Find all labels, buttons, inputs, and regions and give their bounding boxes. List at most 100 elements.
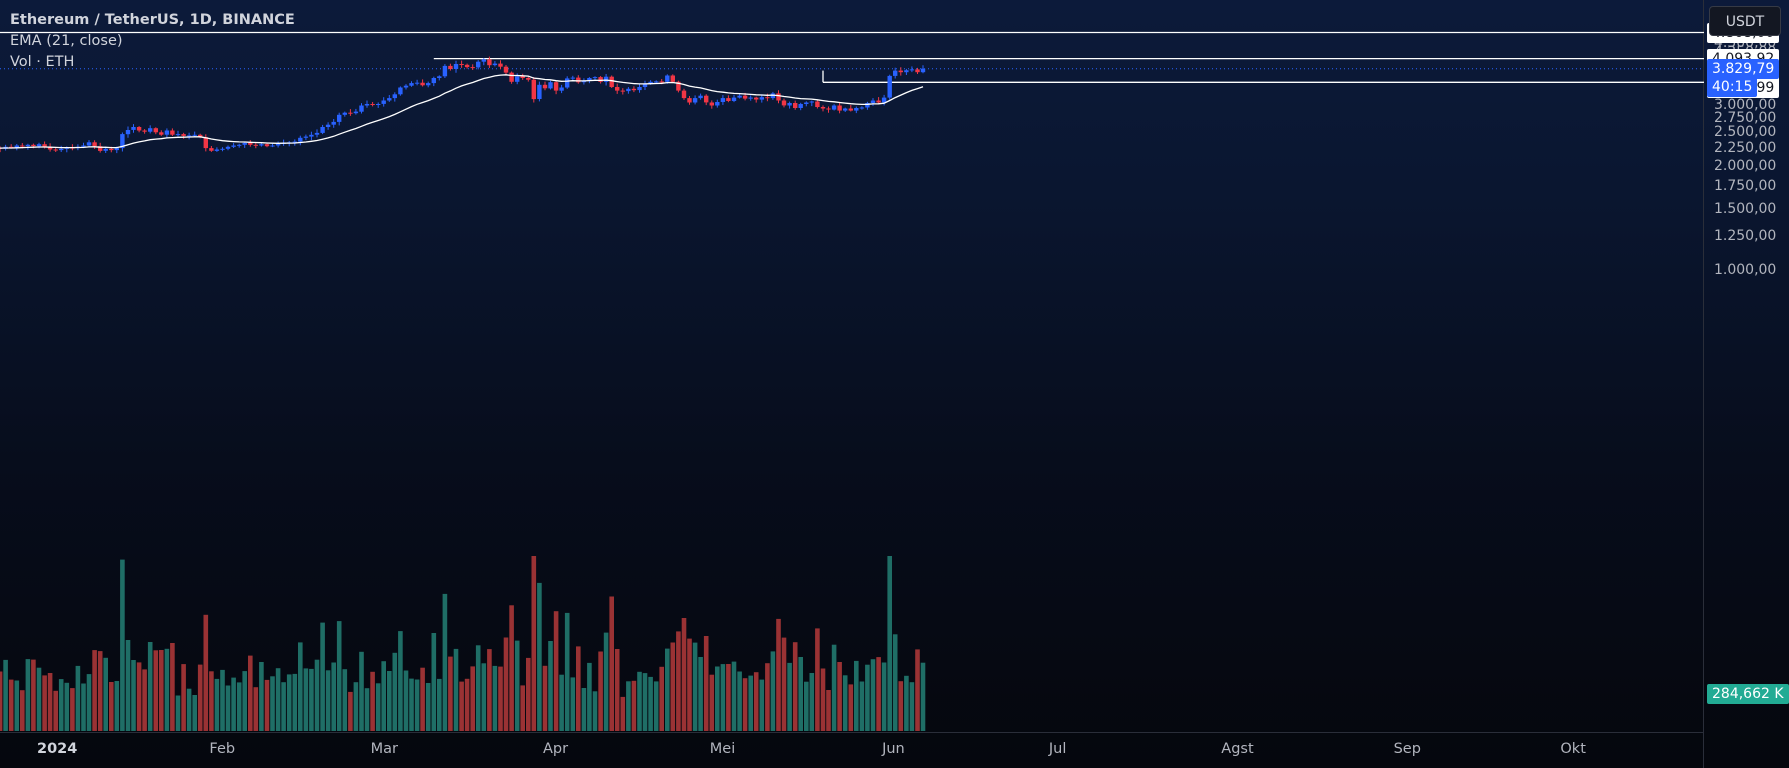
volume-bar bbox=[753, 672, 759, 731]
volume-bar bbox=[520, 685, 525, 731]
volume-bar bbox=[303, 668, 309, 731]
candle-body bbox=[915, 69, 920, 73]
volume-bar bbox=[270, 676, 275, 731]
volume-bar bbox=[709, 674, 715, 731]
candle-body bbox=[376, 104, 381, 105]
candle-body bbox=[548, 82, 553, 89]
candle-body bbox=[692, 98, 698, 103]
candle-body bbox=[542, 84, 548, 89]
volume-indicator-label[interactable]: Vol · ETH bbox=[10, 54, 75, 70]
volume-bar bbox=[703, 636, 709, 731]
candle-body bbox=[670, 75, 675, 82]
candle-body bbox=[665, 75, 670, 82]
candle-body bbox=[520, 76, 525, 78]
candle-body bbox=[848, 108, 853, 111]
volume-bar bbox=[748, 675, 753, 731]
volume-tag: 284,662 K bbox=[1707, 684, 1789, 704]
candle-body bbox=[42, 144, 47, 147]
volume-bar bbox=[570, 677, 576, 731]
volume-bar bbox=[692, 642, 698, 731]
candle-body bbox=[231, 145, 236, 147]
candle-body bbox=[59, 148, 64, 151]
currency-button[interactable]: USDT bbox=[1709, 6, 1781, 36]
volume-bar bbox=[698, 657, 703, 731]
x-tick-label: Agst bbox=[1221, 741, 1254, 757]
candle-body bbox=[381, 100, 386, 104]
volume-bar bbox=[153, 650, 159, 731]
volume-bar bbox=[253, 687, 259, 731]
volume-bar bbox=[631, 680, 637, 731]
candle-body bbox=[270, 145, 275, 147]
chart-legend: Ethereum / TetherUS, 1D, BINANCE EMA (21… bbox=[10, 10, 295, 73]
volume-bar bbox=[498, 666, 503, 731]
candle-body bbox=[198, 134, 203, 138]
candle-body bbox=[876, 100, 881, 103]
volume-bar bbox=[487, 649, 492, 731]
candle-body bbox=[626, 88, 631, 92]
candle-body bbox=[309, 134, 314, 137]
volume-bar bbox=[325, 670, 331, 731]
x-tick-label: Jul bbox=[1048, 741, 1067, 757]
volume-bar bbox=[915, 649, 920, 731]
volume-bar bbox=[47, 673, 53, 731]
x-tick-label: Apr bbox=[543, 741, 569, 757]
candle-body bbox=[815, 101, 820, 107]
price-chart[interactable] bbox=[0, 0, 1704, 732]
volume-bar bbox=[414, 679, 420, 731]
candle-body bbox=[787, 103, 792, 106]
volume-bar bbox=[609, 596, 614, 731]
candle-body bbox=[420, 82, 425, 86]
y-axis-separator bbox=[1703, 0, 1704, 768]
candle-body bbox=[164, 130, 170, 135]
candle-body bbox=[704, 95, 709, 103]
candle-body bbox=[865, 103, 870, 108]
ema-indicator-label[interactable]: EMA (21, close) bbox=[10, 33, 123, 49]
symbol-title[interactable]: Ethereum / TetherUS, 1D, BINANCE bbox=[10, 12, 295, 28]
candle-body bbox=[498, 63, 503, 67]
candle-body bbox=[487, 59, 492, 66]
volume-bar bbox=[420, 667, 425, 731]
candle-body bbox=[426, 83, 431, 86]
volume-bar bbox=[826, 690, 831, 731]
x-tick-label: Okt bbox=[1560, 741, 1586, 757]
volume-bar bbox=[403, 670, 409, 731]
candle-body bbox=[698, 95, 703, 99]
candle-body bbox=[681, 90, 687, 99]
candle-body bbox=[565, 78, 570, 88]
volume-bar bbox=[275, 668, 281, 731]
candle-body bbox=[453, 64, 459, 69]
volume-bar bbox=[848, 684, 854, 731]
volume-bar bbox=[292, 673, 298, 731]
last-price-tag: 3.829,79 bbox=[1707, 58, 1780, 79]
candle-body bbox=[676, 81, 681, 91]
candle-body bbox=[53, 149, 58, 151]
candle-body bbox=[437, 76, 442, 78]
volume-bar bbox=[787, 662, 792, 731]
candle-body bbox=[492, 63, 498, 66]
volume-bar bbox=[170, 643, 175, 731]
volume-bar bbox=[559, 674, 564, 731]
volume-bar bbox=[542, 665, 548, 731]
candle-body bbox=[103, 148, 108, 151]
volume-bar bbox=[136, 662, 142, 731]
candle-body bbox=[526, 78, 531, 80]
volume-bar bbox=[531, 556, 537, 731]
candle-body bbox=[559, 87, 564, 91]
volume-bar bbox=[359, 651, 364, 731]
volume-bar bbox=[442, 593, 448, 731]
candle-body bbox=[920, 68, 926, 73]
candle-body bbox=[86, 142, 92, 146]
volume-bar bbox=[437, 678, 442, 731]
volume-bar bbox=[804, 681, 809, 731]
candle-body bbox=[342, 112, 347, 115]
volume-bar bbox=[770, 651, 776, 731]
volume-bar bbox=[309, 668, 314, 731]
candle-body bbox=[225, 146, 231, 149]
volume-bar bbox=[859, 681, 865, 731]
candle-body bbox=[136, 127, 142, 131]
volume-bar bbox=[603, 632, 609, 731]
candle-body bbox=[459, 64, 464, 65]
volume-bar bbox=[259, 662, 264, 731]
volume-bar bbox=[598, 651, 603, 731]
volume-bar bbox=[459, 681, 464, 731]
